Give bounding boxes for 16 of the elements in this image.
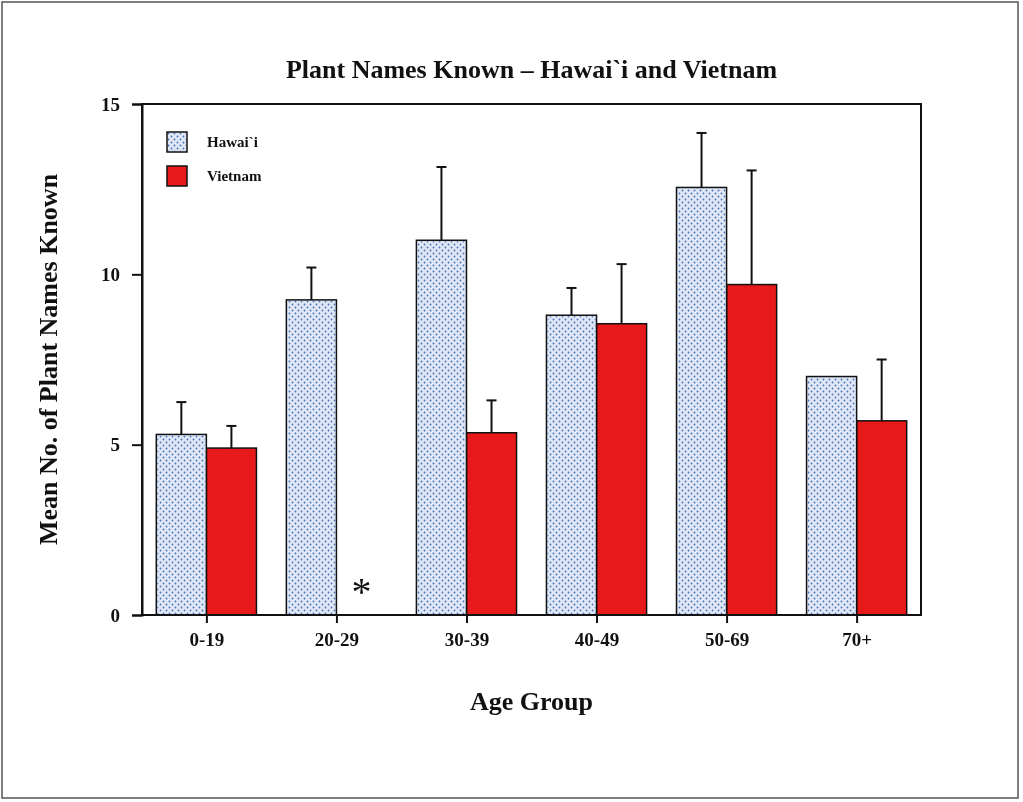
x-tick-label: 30-39 (444, 629, 490, 651)
annotation: * (351, 569, 372, 615)
legend-label: Hawai`i (207, 134, 258, 150)
x-tick-label: 40-49 (574, 629, 620, 651)
y-tick-label: 5 (110, 434, 120, 456)
y-tick-label: 15 (101, 93, 120, 115)
y-tick-label: 10 (101, 263, 120, 285)
chart-title: Plant Names Known – Hawai`i and Vietnam (285, 55, 778, 84)
x-tick-label: 20-29 (314, 629, 360, 651)
x-tick-label: 0-19 (189, 629, 225, 651)
x-tick-label: 70+ (842, 629, 873, 651)
x-tick-label: 50-69 (704, 629, 750, 651)
y-axis-title: Mean No. of Plant Names Known (34, 173, 63, 546)
y-tick-label: 0 (110, 604, 120, 626)
legend-label: Vietnam (207, 168, 262, 184)
x-axis-title: Age Group (469, 687, 594, 716)
